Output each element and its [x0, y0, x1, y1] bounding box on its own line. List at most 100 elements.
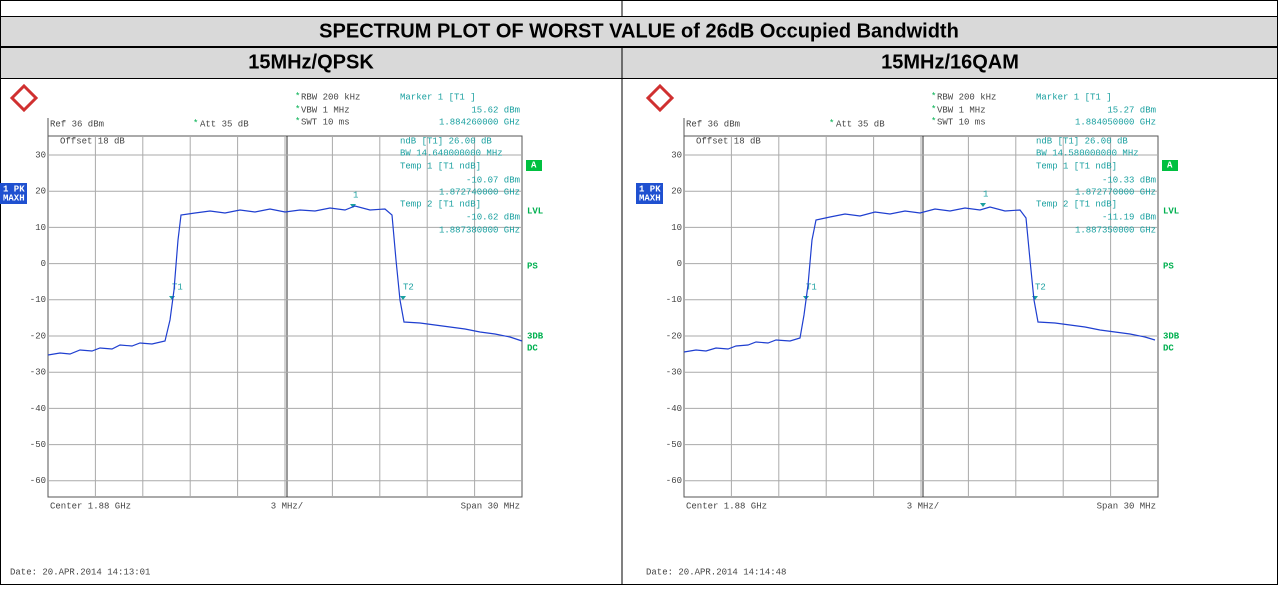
plot-text: Temp 2 [T1 ndB] — [400, 199, 481, 209]
plot-text: Offset 18 dB — [60, 136, 125, 146]
side-label: LVL — [527, 206, 543, 216]
trace-label: MAXH — [639, 193, 661, 203]
logo — [9, 83, 39, 113]
plot-text: BW 14.580000000 MHz — [1036, 148, 1139, 158]
plot-text: Temp 2 [T1 ndB] — [1036, 199, 1117, 209]
y-tick-label: 10 — [35, 223, 46, 233]
logo — [645, 83, 675, 113]
plot-text: 1.887380000 GHz — [439, 225, 520, 235]
plot-text: Temp 1 [T1 ndB] — [400, 161, 481, 171]
plot-text: Marker 1 [T1 ] — [1036, 92, 1112, 102]
plot-text: * — [295, 91, 300, 101]
side-label: PS — [527, 261, 538, 271]
plot-text: Center 1.88 GHz — [50, 501, 131, 511]
y-tick-label: 20 — [671, 187, 682, 197]
y-tick-label: -50 — [666, 440, 682, 450]
y-tick-label: -30 — [666, 368, 682, 378]
plot-text: * — [931, 116, 936, 126]
plot-text: VBW 1 MHz — [937, 105, 986, 115]
plot-text: 15.62 dBm — [471, 105, 520, 115]
trace-label: 1 PK — [639, 184, 661, 194]
trace-label-box — [636, 183, 663, 204]
plot-text: * — [295, 116, 300, 126]
y-tick-label: -40 — [666, 404, 682, 414]
trace — [47, 205, 523, 356]
plot-text: 1.887350000 GHz — [1075, 225, 1156, 235]
plot-text: -11.19 dBm — [1102, 212, 1156, 222]
y-tick-label: 0 — [41, 259, 46, 269]
plot-text: Att 35 dB — [836, 119, 885, 129]
plot-text: * — [931, 91, 936, 101]
side-box — [526, 160, 542, 171]
plot-text: Att 35 dB — [200, 119, 249, 129]
plot-text: -10.33 dBm — [1102, 175, 1156, 185]
marker-label: 1 — [353, 190, 358, 200]
y-tick-label: 30 — [671, 150, 682, 160]
y-tick-label: -10 — [666, 295, 682, 305]
title-row — [0, 16, 1278, 47]
heading: 15MHz/16QAM — [881, 51, 1019, 73]
plot-text: Span 30 MHz — [461, 501, 520, 511]
y-tick-label: -60 — [30, 476, 46, 486]
side-label: A — [531, 160, 537, 170]
marker-label: T1 — [806, 282, 817, 292]
plot-text: -10.07 dBm — [466, 175, 520, 185]
plot-text: Span 30 MHz — [1097, 501, 1156, 511]
plot-text: Temp 1 [T1 ndB] — [1036, 161, 1117, 171]
y-tick-label: -40 — [30, 404, 46, 414]
date: Date: 20.APR.2014 14:13:01 — [10, 567, 150, 577]
y-tick-label: 30 — [35, 150, 46, 160]
plot-text: Center 1.88 GHz — [686, 501, 767, 511]
plot-text: * — [295, 104, 300, 114]
y-tick-label: -20 — [30, 331, 46, 341]
plot-text: 15.27 dBm — [1107, 105, 1156, 115]
plot-text: 1.884260000 GHz — [439, 117, 520, 127]
marker — [350, 204, 356, 208]
plot-text: Marker 1 [T1 ] — [400, 92, 476, 102]
plot-text: -10.62 dBm — [466, 212, 520, 222]
y-tick-label: -50 — [30, 440, 46, 450]
title: SPECTRUM PLOT OF WORST VALUE of 26dB Occ… — [319, 20, 959, 42]
marker — [980, 203, 986, 207]
plot-text: Ref 36 dBm — [686, 119, 740, 129]
plot-text: * — [193, 118, 198, 128]
plot-text: VBW 1 MHz — [301, 105, 350, 115]
plot-text: BW 14.640000000 MHz — [400, 148, 503, 158]
plot-text: ndB [T1] 26.00 dB — [400, 136, 492, 146]
plot-text: ndB [T1] 26.00 dB — [1036, 136, 1128, 146]
y-tick-label: -60 — [666, 476, 682, 486]
plot-text: 3 MHz/ — [907, 501, 939, 511]
plot-text: SWT 10 ms — [937, 117, 986, 127]
heading: 15MHz/QPSK — [248, 51, 374, 73]
trace — [683, 206, 1156, 353]
side-label: DC — [1163, 343, 1174, 353]
y-tick-label: 10 — [671, 223, 682, 233]
plot-text: Ref 36 dBm — [50, 119, 104, 129]
plot-text: 1.872770000 GHz — [1075, 187, 1156, 197]
plot-text: Offset 18 dB — [696, 136, 761, 146]
y-tick-label: -20 — [666, 331, 682, 341]
trace-label: MAXH — [3, 193, 25, 203]
plot-text: * — [829, 118, 834, 128]
trace-label: 1 PK — [3, 184, 25, 194]
plot-text: 3 MHz/ — [271, 501, 303, 511]
marker-label: T1 — [172, 282, 183, 292]
y-tick-label: 0 — [677, 259, 682, 269]
side-label: 3DB — [1163, 331, 1180, 341]
date: Date: 20.APR.2014 14:14:48 — [646, 567, 786, 577]
marker-label: 1 — [983, 189, 988, 199]
marker-label: T2 — [1035, 282, 1046, 292]
plot-text: 1.884050000 GHz — [1075, 117, 1156, 127]
plot-text: * — [931, 104, 936, 114]
side-label: A — [1167, 160, 1173, 170]
marker-label: T2 — [403, 282, 414, 292]
plot-text: SWT 10 ms — [301, 117, 350, 127]
y-tick-label: -30 — [30, 368, 46, 378]
marker — [400, 296, 406, 300]
heading-row — [0, 47, 1278, 79]
side-label: PS — [1163, 261, 1174, 271]
side-label: LVL — [1163, 206, 1179, 216]
y-tick-label: -10 — [30, 295, 46, 305]
